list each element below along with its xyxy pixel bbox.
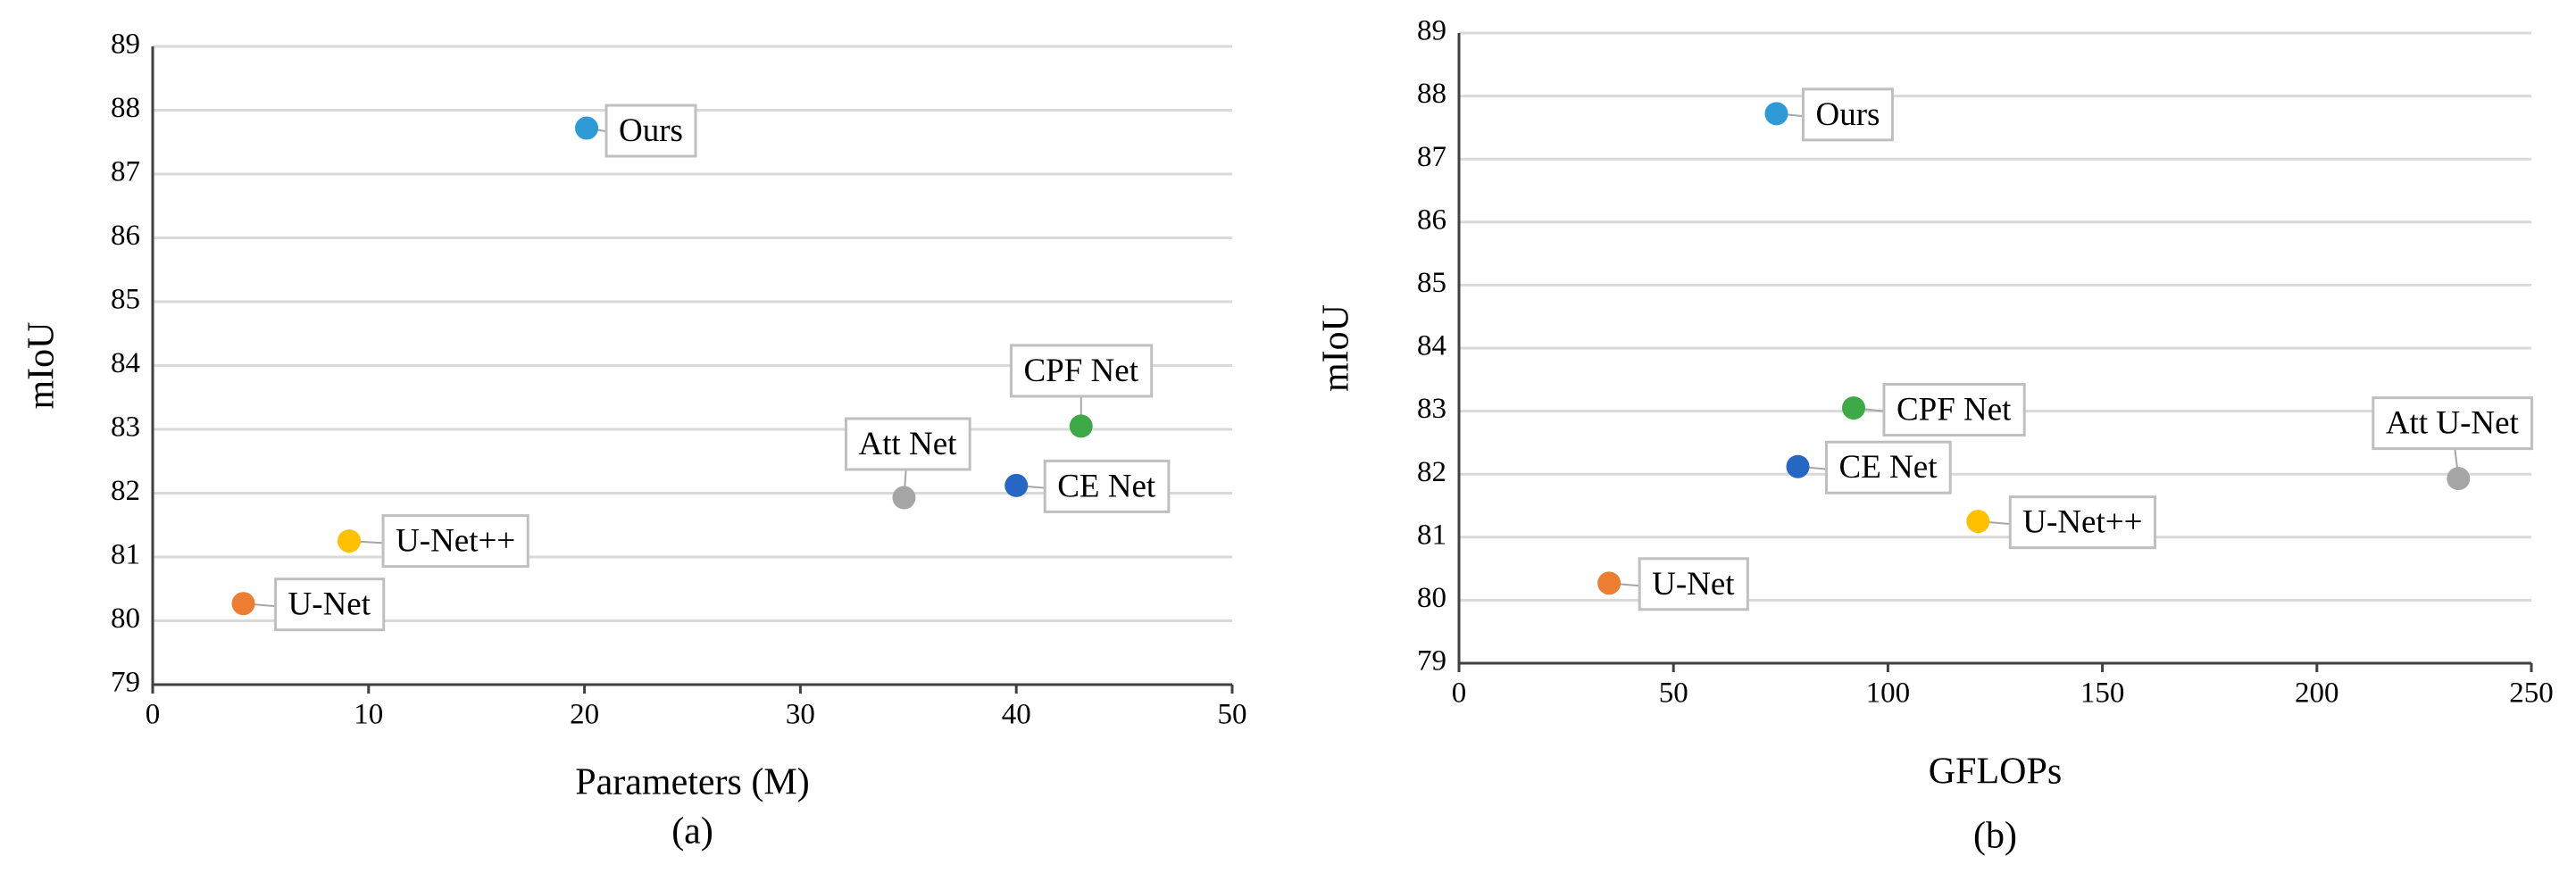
callout: Ours bbox=[1776, 87, 1894, 142]
point bbox=[1841, 396, 1865, 420]
point bbox=[1966, 510, 1990, 534]
label-box bbox=[381, 514, 529, 569]
x-tick-label: 200 bbox=[2295, 677, 2339, 710]
label-box bbox=[1638, 557, 1749, 611]
x-tick-label: 250 bbox=[2509, 677, 2554, 710]
y-tick-label: 79 bbox=[111, 667, 140, 699]
point-label: U-Net bbox=[288, 586, 371, 623]
point-label: CPF Net bbox=[1897, 392, 2012, 428]
point-label: CE Net bbox=[1057, 468, 1156, 504]
callout: CPF Net bbox=[1853, 383, 2026, 437]
y-tick-label: 80 bbox=[111, 603, 140, 635]
x-tick-label: 0 bbox=[146, 699, 161, 731]
point bbox=[1764, 102, 1788, 126]
callout: U-Net++ bbox=[348, 514, 529, 569]
y-tick-label: 81 bbox=[111, 539, 140, 571]
x-tick-label: 20 bbox=[570, 699, 599, 731]
label-box bbox=[2372, 396, 2534, 451]
x-tick-label: 30 bbox=[786, 699, 815, 731]
y-tick-label: 85 bbox=[1417, 267, 1446, 299]
callout: U-Net bbox=[243, 578, 386, 632]
y-tick-label: 88 bbox=[111, 92, 140, 124]
x-axis-title: Parameters (M) bbox=[575, 762, 809, 803]
point-label: Att U-Net bbox=[2386, 405, 2520, 442]
y-tick-label: 85 bbox=[111, 284, 140, 316]
x-tick-label: 10 bbox=[354, 699, 383, 731]
point-label: Ours bbox=[619, 112, 683, 149]
point bbox=[1005, 473, 1029, 497]
label-box bbox=[1009, 344, 1154, 398]
y-axis-title: mIoU bbox=[1316, 304, 1357, 392]
y-tick-label: 79 bbox=[1417, 645, 1446, 677]
y-tick-label: 87 bbox=[1417, 141, 1446, 173]
point-label: U-Net++ bbox=[2022, 504, 2142, 541]
x-tick-label: 40 bbox=[1002, 699, 1031, 731]
callout: Att Net bbox=[844, 417, 971, 498]
point bbox=[231, 592, 255, 616]
point bbox=[1069, 414, 1093, 438]
x-tick-label: 50 bbox=[1218, 699, 1247, 731]
y-tick-label: 86 bbox=[1417, 204, 1446, 236]
label-box bbox=[1801, 87, 1894, 142]
x-axis-title: GFLOPs bbox=[1929, 752, 2062, 793]
y-tick-label: 83 bbox=[111, 411, 140, 444]
label-box bbox=[1043, 459, 1171, 513]
callout: CE Net bbox=[1016, 459, 1171, 513]
y-tick-label: 89 bbox=[111, 29, 140, 61]
callout: U-Net++ bbox=[1978, 495, 2156, 550]
y-tick-label: 82 bbox=[111, 475, 140, 507]
callout: Ours bbox=[586, 104, 697, 158]
x-tick-label: 100 bbox=[1866, 677, 1911, 710]
y-tick-label: 89 bbox=[1417, 15, 1446, 47]
label-box bbox=[2008, 495, 2156, 550]
y-tick-label: 82 bbox=[1417, 456, 1446, 488]
x-tick-label: 50 bbox=[1659, 677, 1688, 710]
point-label: CPF Net bbox=[1023, 353, 1138, 389]
caption: (b) bbox=[1973, 816, 2017, 857]
y-tick-label: 84 bbox=[1417, 330, 1446, 362]
point-label: CE Net bbox=[1839, 449, 1938, 486]
y-tick-label: 86 bbox=[111, 220, 140, 252]
label-box bbox=[1882, 383, 2026, 437]
callout: CE Net bbox=[1797, 440, 1952, 495]
point bbox=[575, 116, 599, 140]
label-box bbox=[844, 417, 971, 471]
point bbox=[338, 529, 362, 553]
y-tick-label: 83 bbox=[1417, 393, 1446, 425]
point bbox=[1786, 454, 1810, 478]
callout: U-Net bbox=[1609, 557, 1749, 611]
x-tick-label: 0 bbox=[1452, 677, 1467, 710]
y-axis-title: mIoU bbox=[21, 322, 63, 410]
label-box bbox=[274, 578, 386, 632]
label-box bbox=[1825, 440, 1952, 495]
point bbox=[892, 486, 916, 510]
point bbox=[1597, 571, 1621, 595]
caption: (a) bbox=[671, 811, 713, 852]
x-tick-label: 150 bbox=[2080, 677, 2125, 710]
callout: CPF Net bbox=[1009, 344, 1154, 427]
label-box bbox=[604, 104, 697, 158]
callout: Att U-Net bbox=[2372, 396, 2534, 479]
point-label: U-Net++ bbox=[396, 523, 515, 560]
point-label: Ours bbox=[1815, 96, 1880, 133]
y-tick-label: 84 bbox=[111, 347, 140, 379]
y-tick-label: 81 bbox=[1417, 519, 1446, 551]
point-label: Att Net bbox=[858, 426, 957, 462]
point-label: U-Net bbox=[1652, 566, 1735, 603]
y-tick-label: 88 bbox=[1417, 78, 1446, 110]
y-tick-label: 80 bbox=[1417, 582, 1446, 614]
point bbox=[2447, 467, 2471, 491]
y-tick-label: 87 bbox=[111, 156, 140, 188]
